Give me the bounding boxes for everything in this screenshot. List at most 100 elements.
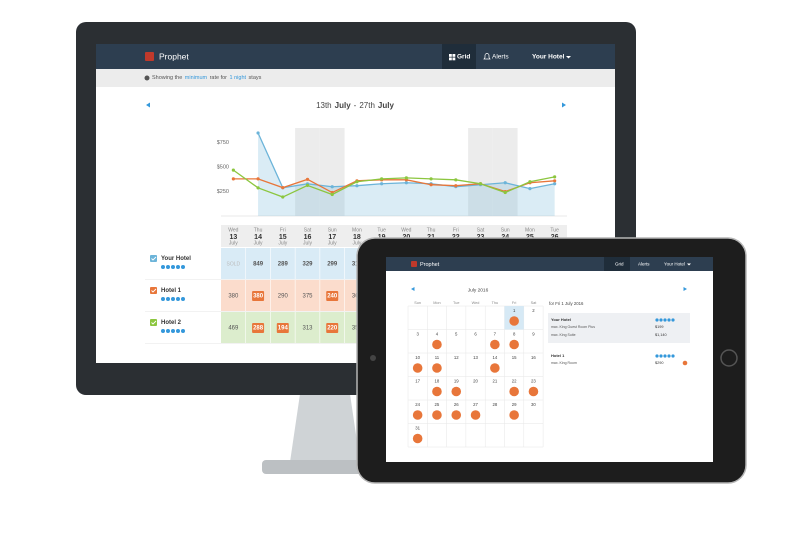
calendar-weekday: Tue bbox=[453, 301, 459, 305]
calendar-alert-dot[interactable] bbox=[412, 410, 423, 420]
calendar-day[interactable]: 28 bbox=[492, 402, 497, 407]
rating-star bbox=[176, 297, 180, 301]
calendar-day[interactable]: 14 bbox=[492, 355, 497, 360]
info-part[interactable]: minimum bbox=[185, 75, 208, 81]
tablet-nav-hotel[interactable]: Your Hotel bbox=[664, 262, 685, 267]
calendar-day[interactable]: 17 bbox=[415, 379, 420, 384]
calendar-day[interactable]: 7 bbox=[494, 332, 497, 337]
row-checkbox[interactable] bbox=[150, 255, 157, 262]
calendar-day[interactable]: 29 bbox=[512, 402, 517, 407]
calendar-day[interactable]: 2 bbox=[532, 308, 535, 313]
calendar-alert-dot[interactable] bbox=[490, 339, 500, 350]
calendar-day[interactable]: 11 bbox=[435, 355, 440, 360]
tablet-nav-alerts[interactable]: Alerts bbox=[638, 262, 650, 267]
cell-rate[interactable]: 240 bbox=[327, 294, 338, 300]
series-point bbox=[256, 177, 260, 181]
calendar-next[interactable] bbox=[683, 287, 688, 291]
calendar-day[interactable]: 24 bbox=[415, 402, 420, 407]
info-part[interactable]: 1 night bbox=[230, 75, 247, 81]
tablet-nav-grid[interactable]: Grid bbox=[615, 262, 624, 267]
row-checkbox[interactable] bbox=[150, 287, 157, 294]
cell-rate[interactable]: 220 bbox=[327, 326, 338, 332]
next-arrow[interactable] bbox=[562, 102, 566, 108]
calendar-alert-dot[interactable] bbox=[432, 410, 442, 420]
cell-rate[interactable]: 380 bbox=[253, 294, 264, 300]
calendar-prev[interactable] bbox=[411, 287, 415, 291]
cell-rate[interactable]: 194 bbox=[278, 326, 289, 332]
calendar-alert-dot[interactable] bbox=[528, 386, 539, 397]
calendar-alert-dot[interactable] bbox=[412, 363, 423, 373]
calendar-day[interactable]: 26 bbox=[454, 402, 459, 407]
calendar-day[interactable]: 1 bbox=[513, 308, 516, 313]
calendar-day[interactable]: 21 bbox=[492, 379, 497, 384]
grid-icon bbox=[449, 57, 452, 61]
cell-rate[interactable]: 329 bbox=[302, 262, 313, 268]
rating-star bbox=[161, 329, 165, 333]
series-point bbox=[355, 180, 359, 184]
prev-arrow[interactable] bbox=[146, 102, 150, 108]
brand-logo bbox=[145, 52, 154, 61]
calendar-alert-dot[interactable] bbox=[412, 433, 423, 444]
calendar-alert-dot[interactable] bbox=[432, 339, 442, 350]
cell-rate[interactable]: 313 bbox=[302, 326, 313, 332]
cell-rate[interactable]: 375 bbox=[302, 294, 313, 300]
info-text: Showing the minimum rate for 1 night stays bbox=[152, 75, 262, 81]
calendar-day[interactable]: 30 bbox=[531, 402, 536, 407]
calendar-day[interactable]: 5 bbox=[455, 332, 458, 337]
calendar-day[interactable]: 22 bbox=[512, 379, 517, 384]
calendar-day[interactable]: 25 bbox=[435, 402, 440, 407]
calendar-day[interactable]: 13 bbox=[473, 355, 478, 360]
series-point bbox=[330, 192, 334, 197]
nav-hotel[interactable]: Your Hotel bbox=[532, 54, 565, 61]
series-point bbox=[528, 187, 532, 191]
calendar-day[interactable]: 18 bbox=[435, 379, 440, 384]
panel-star bbox=[655, 318, 659, 322]
calendar-day[interactable]: 8 bbox=[513, 332, 516, 337]
series-line bbox=[233, 178, 555, 194]
calendar-day[interactable]: 27 bbox=[473, 402, 478, 407]
row-checkbox[interactable] bbox=[150, 319, 157, 326]
cell-rate[interactable]: 380 bbox=[228, 294, 239, 300]
rating-star bbox=[161, 297, 165, 301]
calendar-alert-dot[interactable] bbox=[432, 363, 442, 373]
calendar-month: July 2016 bbox=[468, 287, 489, 293]
cell-rate[interactable]: 299 bbox=[327, 262, 338, 268]
tablet-home-button[interactable] bbox=[720, 349, 738, 367]
calendar-day[interactable]: 15 bbox=[512, 355, 517, 360]
calendar-day[interactable]: 9 bbox=[532, 332, 535, 337]
col-day: 18 bbox=[353, 234, 361, 241]
col-weekday: Mon bbox=[352, 227, 362, 233]
calendar-day[interactable]: 6 bbox=[474, 332, 477, 337]
series-point bbox=[478, 182, 483, 186]
calendar-day[interactable]: 3 bbox=[416, 332, 419, 337]
calendar-day[interactable]: 31 bbox=[415, 426, 420, 431]
calendar-day[interactable]: 19 bbox=[454, 379, 459, 384]
cell-rate[interactable]: 469 bbox=[228, 326, 239, 332]
nav-alerts[interactable]: Alerts bbox=[492, 54, 509, 61]
calendar-alert-dot[interactable] bbox=[509, 339, 519, 350]
calendar-alert-dot[interactable] bbox=[451, 410, 462, 420]
calendar-day[interactable]: 23 bbox=[531, 379, 536, 384]
nav-grid[interactable]: Grid bbox=[457, 54, 470, 61]
calendar-alert-dot[interactable] bbox=[509, 386, 519, 397]
calendar-alert-dot[interactable] bbox=[490, 363, 500, 373]
calendar-day[interactable]: 4 bbox=[436, 332, 439, 337]
tablet-camera bbox=[370, 355, 376, 361]
calendar-day[interactable]: 12 bbox=[454, 355, 459, 360]
calendar-day[interactable]: 16 bbox=[531, 355, 536, 360]
calendar-day[interactable]: 20 bbox=[473, 379, 478, 384]
cell-highlight bbox=[276, 323, 289, 333]
series-point bbox=[380, 177, 384, 181]
cell-rate[interactable]: 288 bbox=[253, 326, 264, 332]
calendar-alert-dot[interactable] bbox=[432, 386, 442, 397]
calendar-day[interactable]: 10 bbox=[415, 355, 420, 360]
col-day: 13 bbox=[229, 234, 237, 241]
calendar-alert-dot[interactable] bbox=[509, 316, 519, 326]
date-range-part: July bbox=[378, 101, 395, 110]
calendar-alert-dot[interactable] bbox=[451, 386, 462, 397]
cell-rate[interactable]: 289 bbox=[278, 262, 289, 268]
cell-rate[interactable]: 290 bbox=[278, 294, 289, 300]
calendar-alert-dot[interactable] bbox=[509, 410, 519, 420]
cell-rate[interactable]: 849 bbox=[253, 262, 264, 268]
calendar-alert-dot[interactable] bbox=[470, 410, 481, 420]
